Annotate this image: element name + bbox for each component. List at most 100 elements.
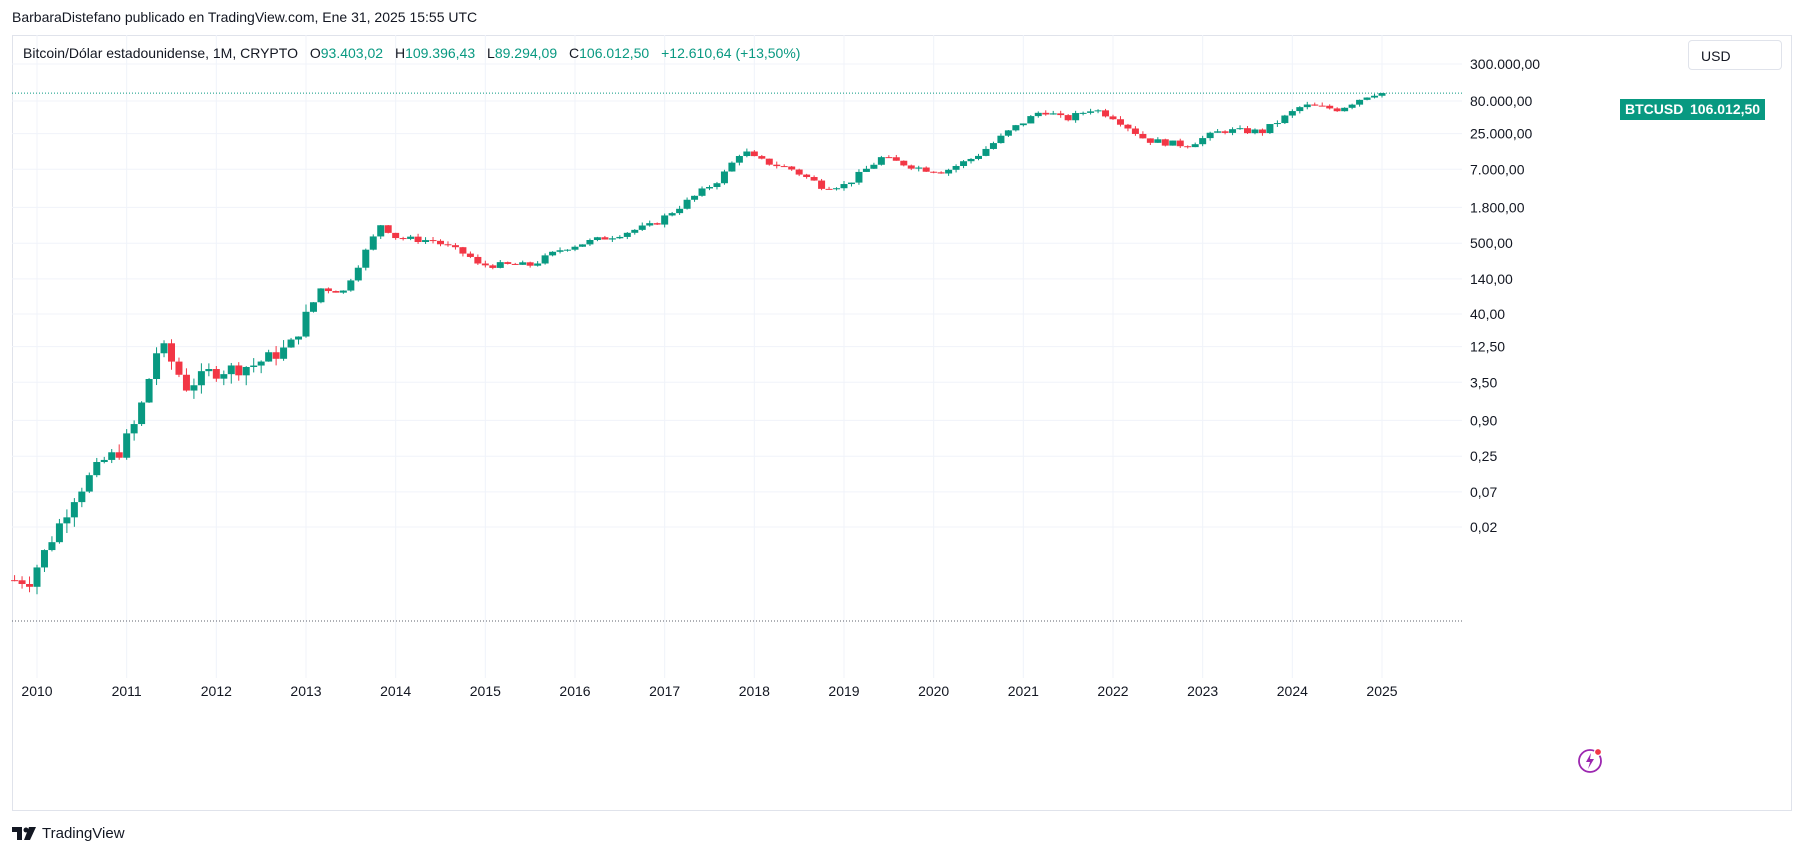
candle xyxy=(608,235,616,243)
candle-body xyxy=(55,523,63,543)
candle-body xyxy=(1266,124,1274,134)
candle xyxy=(937,171,945,174)
candle xyxy=(1214,129,1222,133)
candle-body xyxy=(250,365,258,367)
candle xyxy=(1206,131,1214,141)
x-tick-label: 2016 xyxy=(559,683,590,699)
candle-body xyxy=(392,232,400,239)
candle-body xyxy=(287,339,295,348)
candle-body xyxy=(661,215,669,225)
candle-body xyxy=(168,343,175,362)
candle xyxy=(1244,125,1251,135)
candle xyxy=(735,154,743,166)
candle-body xyxy=(758,156,766,159)
candle xyxy=(534,261,542,267)
currency-button[interactable]: USD xyxy=(1688,40,1782,70)
candle-body xyxy=(922,167,930,172)
candle xyxy=(1341,107,1349,112)
candle-body xyxy=(220,374,228,379)
candle-body xyxy=(698,188,706,196)
x-tick-label: 2011 xyxy=(112,683,142,699)
candle-body xyxy=(750,151,758,157)
candle xyxy=(1154,137,1162,143)
candle-body xyxy=(945,169,953,174)
candle xyxy=(1236,125,1244,130)
candle xyxy=(1318,102,1326,107)
candle xyxy=(683,197,691,210)
candle xyxy=(324,287,332,294)
candle-body xyxy=(1356,99,1364,105)
candle-body xyxy=(526,262,534,266)
candle xyxy=(317,288,325,304)
candle-body xyxy=(18,580,26,584)
candle xyxy=(1184,145,1192,149)
candle xyxy=(1311,102,1319,106)
candle xyxy=(556,247,564,254)
candle-body xyxy=(1161,139,1169,146)
brand-name: TradingView xyxy=(42,825,125,842)
tradingview-brand[interactable]: TradingView xyxy=(12,825,125,842)
candle xyxy=(33,564,41,595)
candle xyxy=(773,161,781,169)
candle-body xyxy=(11,580,19,582)
y-tick-label: 0,90 xyxy=(1470,412,1497,428)
candle-body xyxy=(115,452,123,458)
x-tick-label: 2018 xyxy=(739,683,770,699)
candle xyxy=(989,141,997,150)
candle xyxy=(1371,93,1379,99)
candle-body xyxy=(608,238,616,240)
candle xyxy=(1303,101,1311,110)
low-label: L xyxy=(487,45,495,61)
candle-body xyxy=(862,168,870,172)
candle xyxy=(1356,99,1364,107)
candle-body xyxy=(138,402,146,425)
y-tick-label: 25.000,00 xyxy=(1470,126,1532,142)
candle xyxy=(384,225,392,234)
candle xyxy=(242,366,250,386)
candle xyxy=(967,158,975,164)
candle-body xyxy=(631,229,639,233)
candle-body xyxy=(1169,140,1177,146)
x-tick-label: 2014 xyxy=(380,683,411,699)
close-value: 106.012,50 xyxy=(579,45,650,61)
candle-body xyxy=(571,246,579,250)
candle-body xyxy=(870,164,878,169)
candle-body xyxy=(78,491,86,503)
candle xyxy=(414,233,422,244)
candle-body xyxy=(1296,107,1304,112)
candle xyxy=(160,340,168,358)
candle xyxy=(847,182,855,187)
lightning-icon[interactable] xyxy=(1577,746,1605,774)
candle-body xyxy=(720,171,728,184)
candle xyxy=(833,187,841,191)
candle-body xyxy=(377,225,385,237)
candle xyxy=(930,171,938,174)
symbol-description: Bitcoin/Dólar estadounidense, 1M, CRYPTO xyxy=(23,45,298,61)
candle xyxy=(302,304,310,338)
candle-body xyxy=(765,158,773,165)
candle-body xyxy=(1311,104,1319,106)
y-tick-label: 1.800,00 xyxy=(1470,199,1525,215)
candle-body xyxy=(242,366,250,376)
candle xyxy=(1102,108,1110,118)
candle-body xyxy=(691,195,699,200)
candle xyxy=(1049,110,1057,115)
candle xyxy=(1079,111,1087,116)
change-value: +12.610,64 (+13,50%) xyxy=(661,45,801,61)
candle-body xyxy=(773,164,781,167)
candle-body xyxy=(937,172,945,174)
candle-body xyxy=(414,236,422,243)
candle-body xyxy=(108,452,116,460)
candle-body xyxy=(1229,129,1237,133)
candle xyxy=(975,153,982,161)
candle-body xyxy=(1281,115,1289,124)
candle xyxy=(108,449,116,464)
last-price-tag: 106.012,50 xyxy=(1685,99,1766,120)
candle-body xyxy=(1378,93,1386,96)
close-label: C xyxy=(569,45,580,61)
candle-body xyxy=(272,352,280,359)
candle-body xyxy=(280,347,288,359)
candle-body xyxy=(212,369,220,379)
candle-body xyxy=(1341,107,1349,112)
